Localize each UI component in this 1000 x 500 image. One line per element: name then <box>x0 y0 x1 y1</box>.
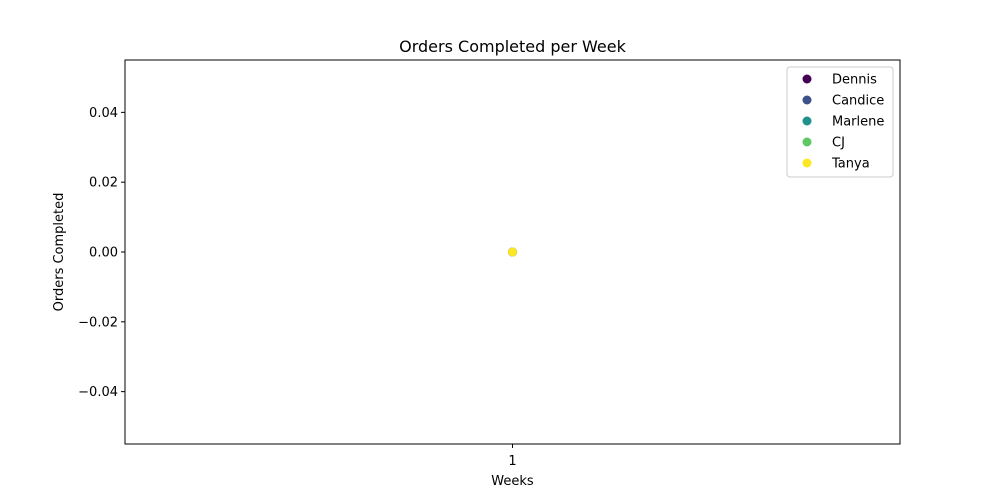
y-axis-ticks: −0.04 −0.02 0.00 0.02 0.04 <box>78 106 125 400</box>
y-tick-label: −0.02 <box>78 315 118 330</box>
data-points <box>508 247 517 257</box>
legend-marker-tanya <box>802 158 812 168</box>
legend-label: Marlene <box>832 115 884 130</box>
legend-marker-dennis <box>802 74 812 84</box>
data-point-tanya <box>508 247 517 257</box>
legend-marker-marlene <box>802 116 812 126</box>
legend-label: CJ <box>832 136 845 151</box>
y-tick-label: 0.02 <box>89 176 118 191</box>
y-tick-label: 0.00 <box>89 246 118 261</box>
legend-label: Candice <box>832 94 884 109</box>
x-tick-label: 1 <box>508 454 516 469</box>
legend: Dennis Candice Marlene CJ Tanya <box>786 66 894 178</box>
x-axis-label: Weeks <box>491 474 534 489</box>
y-tick-label: −0.04 <box>78 385 118 400</box>
y-tick-label: 0.04 <box>89 106 118 121</box>
chart-title: Orders Completed per Week <box>399 37 626 56</box>
legend-label: Tanya <box>831 157 870 172</box>
y-axis-label: Orders Completed <box>52 193 67 312</box>
legend-marker-cj <box>802 137 812 147</box>
legend-marker-candice <box>802 95 812 105</box>
x-axis-ticks: 1 <box>508 444 517 469</box>
legend-box <box>786 66 894 178</box>
legend-label: Dennis <box>832 73 877 88</box>
plot-frame <box>124 59 901 445</box>
